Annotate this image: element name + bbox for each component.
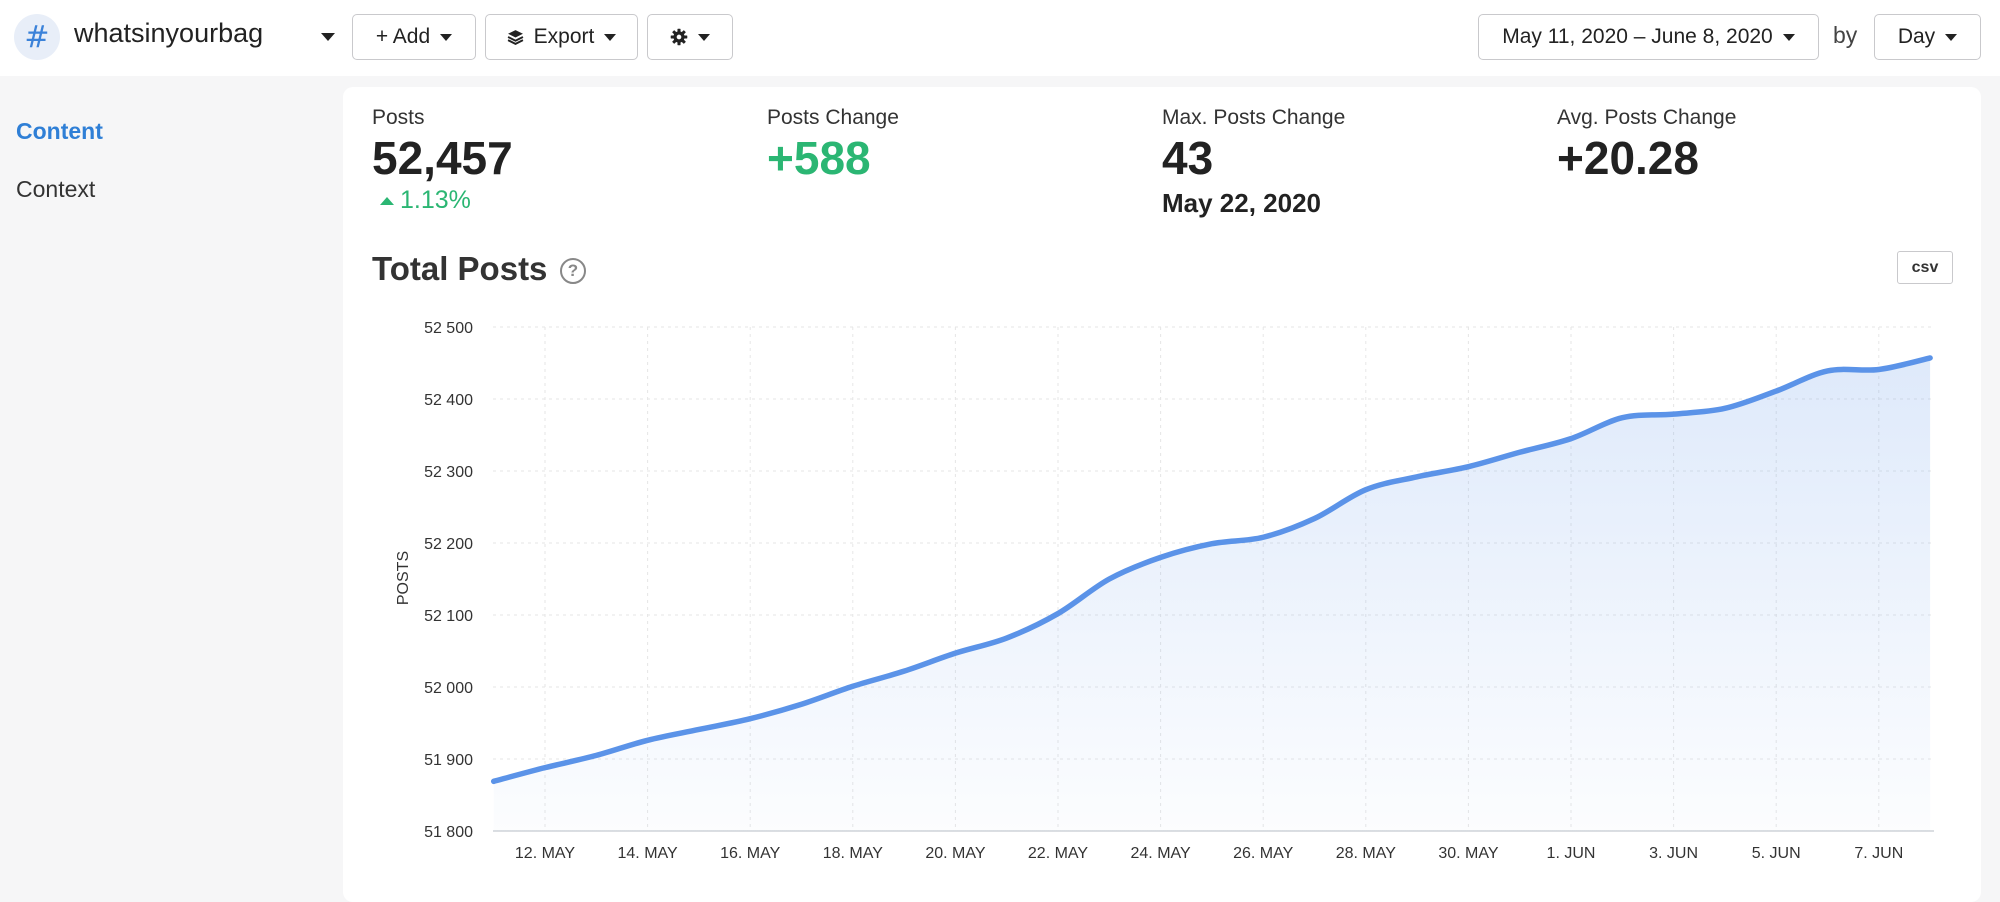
y-tick-label: 52 400 [424, 392, 473, 409]
y-tick-label: 52 200 [424, 536, 473, 553]
chart-line [490, 355, 1933, 785]
x-tick-label: 14. MAY [618, 845, 679, 862]
x-tick-label: 1. JUN [1547, 845, 1596, 862]
y-tick-label: 52 500 [424, 320, 473, 337]
stat-label: Avg. Posts Change [1557, 106, 1737, 129]
stat-label: Posts Change [767, 106, 899, 129]
sidebar-item-context[interactable]: Context [16, 176, 96, 202]
x-tick-label: 12. MAY [515, 845, 576, 862]
x-tick-label: 24. MAY [1131, 845, 1192, 862]
stat-label: Max. Posts Change [1162, 106, 1346, 129]
chevron-down-icon [698, 33, 710, 41]
x-axis-ticks: 12. MAY 14. MAY 16. MAY 18. MAY 20. MAY 22. M… [515, 845, 1903, 862]
y-tick-label: 52 100 [424, 608, 473, 625]
gear-icon [670, 28, 688, 46]
x-tick-label: 22. MAY [1028, 845, 1089, 862]
export-button[interactable]: Export [485, 14, 638, 60]
x-tick-label: 30. MAY [1438, 845, 1499, 862]
stat-max-posts-change: Max. Posts Change 43 May 22, 2020 [1162, 106, 1345, 219]
stat-posts: Posts 52,457 1.13% [372, 106, 513, 215]
x-tick-label: 3. JUN [1649, 845, 1698, 862]
stat-value: +20.28 [1557, 132, 1699, 184]
sidebar-item-content[interactable]: Content [16, 118, 103, 144]
x-tick-label: 7. JUN [1854, 845, 1903, 862]
stat-value: 43 [1162, 132, 1214, 184]
series-line-posts[interactable] [490, 355, 1933, 785]
add-button-label: + Add [375, 25, 431, 48]
y-tick-label: 51 900 [424, 752, 473, 769]
chevron-down-icon [604, 33, 617, 41]
chevron-down-icon [1945, 33, 1958, 41]
workspace-name[interactable]: whatsinyourbag [74, 18, 264, 48]
y-tick-label: 51 800 [424, 824, 473, 841]
export-button-label: Export [533, 25, 595, 48]
csv-download-button[interactable]: csv [1897, 251, 1953, 284]
hashtag-icon: # [14, 14, 60, 60]
area-fill [493, 357, 1931, 831]
y-axis-ticks: 51 800 51 900 52 000 52 100 52 200 52 300 52 4… [424, 320, 473, 841]
top-bar: # whatsinyourbag + Add Export [0, 0, 2000, 76]
help-icon[interactable]: ? [560, 258, 586, 284]
workspace-dropdown-chevron-icon[interactable] [321, 33, 335, 41]
stat-value: +588 [767, 132, 871, 184]
y-axis-title: POSTS [395, 551, 412, 605]
stat-label: Posts [372, 106, 425, 129]
arrow-up-icon [380, 196, 394, 205]
by-label: by [1833, 22, 1858, 48]
date-range-picker[interactable]: May 11, 2020 – June 8, 2020 [1478, 14, 1819, 60]
x-tick-label: 20. MAY [925, 845, 986, 862]
stat-delta: 1.13% [372, 186, 513, 215]
chevron-down-icon [440, 33, 453, 41]
y-tick-label: 52 000 [424, 680, 473, 697]
add-button[interactable]: + Add [352, 14, 476, 60]
stat-posts-change: Posts Change +588 [767, 106, 899, 182]
y-tick-label: 52 300 [424, 464, 473, 481]
stat-delta-value: 1.13% [400, 186, 471, 214]
x-tick-label: 16. MAY [720, 845, 781, 862]
settings-button[interactable] [647, 14, 733, 60]
x-tick-label: 26. MAY [1233, 845, 1294, 862]
granularity-select[interactable]: Day [1874, 14, 1981, 60]
chart-title: Total Posts [372, 250, 548, 287]
x-tick-label: 18. MAY [823, 845, 884, 862]
stat-value: 52,457 [372, 132, 513, 184]
x-tick-label: 5. JUN [1752, 845, 1801, 862]
x-tick-label: 28. MAY [1336, 845, 1397, 862]
layers-icon [507, 29, 524, 45]
chart-area [493, 357, 1931, 831]
granularity-label: Day [1897, 25, 1936, 48]
chevron-down-icon [1782, 33, 1795, 41]
stat-avg-posts-change: Avg. Posts Change +20.28 [1557, 106, 1736, 182]
date-range-label: May 11, 2020 – June 8, 2020 [1502, 25, 1773, 48]
stat-date: May 22, 2020 [1162, 188, 1322, 218]
